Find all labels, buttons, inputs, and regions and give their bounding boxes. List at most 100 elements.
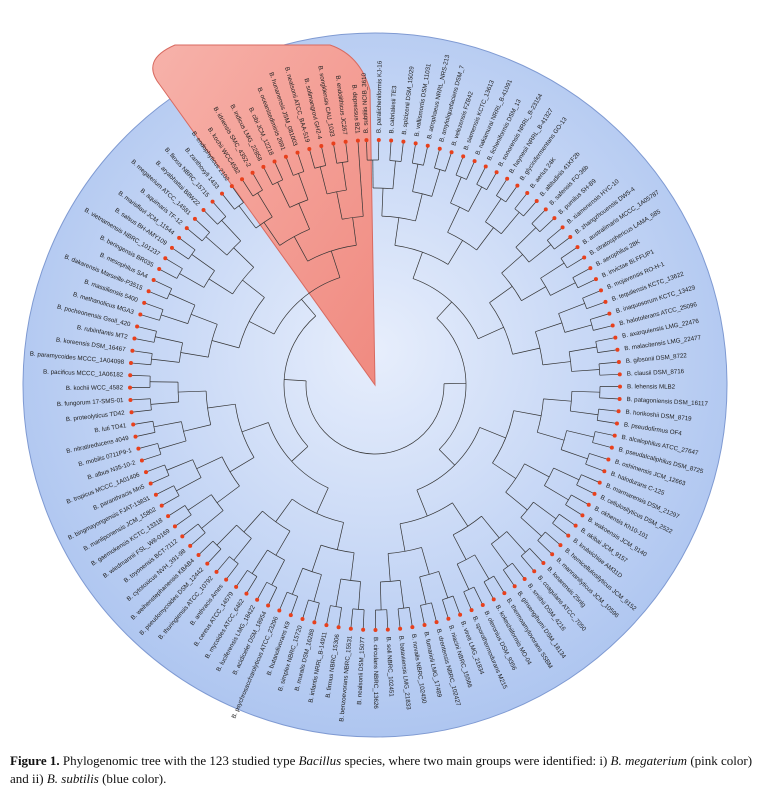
leaf-dot xyxy=(606,457,611,462)
leaf-dot xyxy=(552,216,557,221)
leaf-dot xyxy=(609,445,614,450)
leaf-label: B. cabrialesii TE3 xyxy=(388,85,398,134)
leaf-dot xyxy=(376,138,381,143)
leaf-dot xyxy=(192,216,197,221)
leaf-dot xyxy=(201,208,206,213)
leaf-dot xyxy=(389,138,394,143)
leaf-dot xyxy=(128,385,133,390)
leaf-dot xyxy=(522,576,527,581)
leaf-label: B. kochii WCC_4582 xyxy=(66,384,124,392)
leaf-dot xyxy=(128,397,133,402)
leaf-dot xyxy=(348,626,353,631)
leaf-label: B. patagoniensis DSM_16117 xyxy=(626,396,708,408)
leaf-dot xyxy=(505,176,510,181)
leaf-dot xyxy=(610,323,615,328)
leaf-dot xyxy=(398,626,403,631)
leaf-label: B. clausii DSM_8716 xyxy=(627,368,685,378)
leaf-dot xyxy=(128,373,133,378)
leaf-dot xyxy=(205,561,210,566)
leaf-dot xyxy=(602,469,607,474)
caption-label: Figure 1. xyxy=(10,753,60,768)
leaf-dot xyxy=(169,245,174,250)
leaf-dot xyxy=(288,613,293,618)
leaf-dot xyxy=(234,584,239,589)
leaf-dot xyxy=(592,491,597,496)
leaf-dot xyxy=(422,622,427,627)
leaf-dot xyxy=(336,625,341,630)
leaf-dot xyxy=(615,347,620,352)
caption-text-2: species, where two main groups were iden… xyxy=(341,753,611,768)
leaf-dot xyxy=(472,159,477,164)
leaf-dot xyxy=(196,552,201,557)
leaf-dot xyxy=(566,533,571,538)
leaf-dot xyxy=(166,514,171,519)
leaf-dot xyxy=(599,288,604,293)
leaf-label: B. lehensis MLB2 xyxy=(627,383,676,390)
leaf-dot xyxy=(603,299,608,304)
leaf-dot xyxy=(255,597,260,602)
leaf-dot xyxy=(361,627,366,632)
leaf-dot xyxy=(224,577,229,582)
caption-text-4: (blue color). xyxy=(98,771,167,786)
leaf-dot xyxy=(617,372,622,377)
leaf-dot xyxy=(586,502,591,507)
leaf-dot xyxy=(184,226,189,231)
leaf-dot xyxy=(272,159,277,164)
leaf-label: B. subtilis NCIB_3610 xyxy=(361,72,370,133)
leaf-dot xyxy=(163,256,168,261)
caption-group-2: B. subtilis xyxy=(46,771,99,786)
leaf-label: B. soli NBRC_102451 xyxy=(385,636,395,697)
leaf-dot xyxy=(300,617,305,622)
leaf-dot xyxy=(613,335,618,340)
leaf-dot xyxy=(607,311,612,316)
leaf-dot xyxy=(331,141,336,146)
leaf-dot xyxy=(502,591,507,596)
leaf-dot xyxy=(364,138,369,143)
leaf-label: B. fungorum 17-SMS-01 xyxy=(57,397,125,408)
leaf-dot xyxy=(312,620,317,625)
leaf-dot xyxy=(575,245,580,250)
phylogenomic-tree-figure: B. subtilis NCIB_3610 B. paralicheniformi… xyxy=(22,32,728,738)
leaf-dot xyxy=(261,164,266,169)
leaf-dot xyxy=(146,289,151,294)
leaf-dot xyxy=(138,312,143,317)
leaf-dots xyxy=(128,138,622,632)
leaf-dot xyxy=(148,481,153,486)
leaf-dot xyxy=(343,139,348,144)
leaf-dot xyxy=(616,359,621,364)
leaf-dot xyxy=(177,235,182,240)
leaf-dot xyxy=(153,492,158,497)
leaf-dot xyxy=(401,139,406,144)
leaf-dot xyxy=(617,384,622,389)
leaf-dot xyxy=(532,569,537,574)
leaf-dot xyxy=(446,616,451,621)
leaf-dot xyxy=(130,348,135,353)
leaf-dot xyxy=(210,199,215,204)
leaf-dot xyxy=(573,523,578,528)
leaf-dot xyxy=(172,524,177,529)
leaf-dot xyxy=(597,480,602,485)
leaf-dot xyxy=(142,300,147,305)
pink-group-background xyxy=(152,44,376,387)
leaf-dot xyxy=(543,207,548,212)
leaf-label: B. pacificus MCCC_1A06182 xyxy=(43,368,124,378)
leaf-label: B. nealsonii DSM_15077 xyxy=(356,636,366,705)
leaf-dot xyxy=(558,543,563,548)
leaf-dot xyxy=(461,154,466,159)
caption-text-1: Phylogenomic tree with the 123 studied t… xyxy=(62,753,299,768)
leaf-dot xyxy=(449,150,454,155)
leaf-label: B. circulans NBRC_13626 xyxy=(372,637,379,709)
leaf-dot xyxy=(483,164,488,169)
leaf-dot xyxy=(244,591,249,596)
leaf-dot xyxy=(525,191,530,196)
leaf-dot xyxy=(491,597,496,602)
leaf-dot xyxy=(136,446,141,451)
leaf-dot xyxy=(617,396,622,401)
leaf-dot xyxy=(534,198,539,203)
leaf-dot xyxy=(458,612,463,617)
leaf-dot xyxy=(250,170,255,175)
leaf-dot xyxy=(550,552,555,557)
leaf-dot xyxy=(413,141,418,146)
leaf-dot xyxy=(307,146,312,151)
leaf-dot xyxy=(131,422,136,427)
